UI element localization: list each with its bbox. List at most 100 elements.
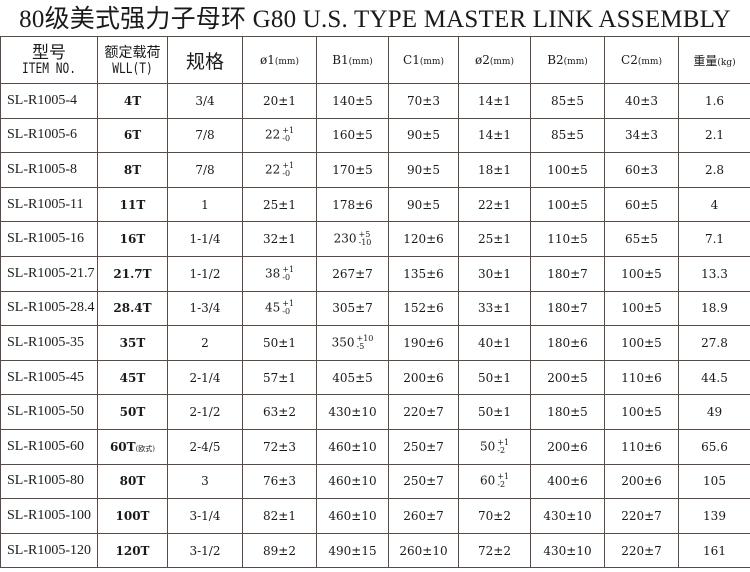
cell-d2: 60 +1 -2 — [458, 463, 531, 500]
cell-item: SL-R1005-120 — [0, 532, 98, 569]
value: 16T — [119, 232, 146, 247]
value: 28.4T — [113, 301, 152, 316]
value: 161 — [703, 543, 726, 558]
value: 72±3 — [263, 439, 296, 454]
cell-c2: 110±6 — [604, 428, 679, 465]
cell-c1: 152±6 — [388, 290, 459, 327]
header-c2-label: C2 — [621, 53, 638, 67]
value: SL-R1005-50 — [7, 404, 84, 420]
cell-d1: 63±2 — [242, 394, 317, 430]
value-base: 230 — [333, 231, 357, 246]
cell-b1: 460±10 — [316, 463, 389, 500]
cell-c1: 120±6 — [388, 221, 459, 257]
cell-kg: 18.9 — [678, 290, 750, 327]
cell-c1: 90±5 — [388, 152, 459, 188]
cell-item: SL-R1005-6 — [0, 117, 98, 154]
cell-c2: 100±5 — [604, 394, 679, 430]
cell-c2: 40±3 — [604, 83, 679, 119]
value: 100±5 — [621, 266, 662, 281]
cell-wll: 21.7T — [97, 255, 168, 292]
value: 60T — [109, 439, 136, 454]
cell-item: SL-R1005-28.4 — [0, 290, 98, 327]
value: SL-R1005-4 — [7, 92, 77, 108]
cell-c2: 60±5 — [604, 186, 679, 223]
cell-item: SL-R1005-21.7 — [0, 255, 98, 292]
cell-kg: 2.8 — [678, 152, 750, 188]
cell-d1: 50±1 — [242, 325, 317, 361]
cell-d2: 14±1 — [458, 117, 531, 154]
value: 76±3 — [263, 474, 296, 489]
value: 180±7 — [547, 301, 588, 316]
value: 1-1/4 — [189, 232, 221, 247]
cell-kg: 49 — [678, 394, 750, 430]
cell-d1: 25±1 — [242, 186, 317, 223]
cell-item: SL-R1005-8 — [0, 152, 98, 188]
cell-d2: 70±2 — [458, 498, 531, 534]
value: 460±10 — [328, 474, 377, 489]
value: 14±1 — [478, 93, 511, 108]
table-row: SL-R1005-45 45T 2-1/4 57±1 405±5 200±6 50±1 200… — [0, 359, 750, 396]
cell-c1: 250±7 — [388, 428, 459, 465]
cell-d1: 22 +1 -0 — [242, 152, 317, 188]
cell-d2: 22±1 — [458, 186, 531, 223]
cell-d1: 76±3 — [242, 463, 317, 500]
value: SL-R1005-6 — [7, 127, 77, 143]
cell-d1: 89±2 — [242, 532, 317, 569]
cell-b2: 400±6 — [530, 463, 605, 500]
cell-wll: 45T — [97, 359, 168, 396]
value: 2.1 — [704, 128, 725, 143]
value: 100±5 — [621, 335, 662, 350]
cell-d2: 50 +1 -2 — [458, 428, 531, 465]
cell-d1: 32±1 — [242, 221, 317, 257]
tolerance: +1 -0 — [282, 161, 294, 178]
value: 100T — [115, 508, 150, 523]
cell-kg: 2.1 — [678, 117, 750, 154]
cell-c2: 110±6 — [604, 359, 679, 396]
value: 70±3 — [407, 93, 440, 108]
cell-kg: 7.1 — [678, 221, 750, 257]
cell-b2: 85±5 — [530, 83, 605, 119]
cell-wll: 120T — [97, 532, 168, 569]
unit: (mm) — [637, 57, 662, 67]
value: 50±1 — [478, 405, 511, 420]
value: 3/4 — [195, 93, 215, 108]
value: 152±6 — [403, 301, 444, 316]
cell-item: SL-R1005-16 — [0, 221, 98, 257]
cell-d1: 57±1 — [242, 359, 317, 396]
cell-b2: 200±6 — [530, 428, 605, 465]
cell-b1: 460±10 — [316, 498, 389, 534]
value-base: 45 — [264, 300, 281, 315]
value: 11T — [119, 197, 146, 212]
tolerance-upper: +10 — [356, 333, 374, 343]
header-c2: C2(mm) — [604, 36, 679, 84]
value: 3 — [201, 474, 209, 489]
cell-wll: 8T — [97, 152, 168, 188]
master-link-spec-table: 型号 ITEM NO. 额定载荷 WLL(T) 规格 ø1(mm) B1(mm) C… — [0, 36, 750, 569]
value: 63±2 — [263, 405, 296, 420]
value: 25±1 — [478, 232, 511, 247]
value: 8T — [123, 162, 142, 177]
value: 60±3 — [625, 162, 658, 177]
cell-b2: 200±5 — [530, 359, 605, 396]
cell-spec: 2-1/4 — [167, 359, 243, 396]
cell-wll: 50T — [97, 394, 168, 430]
value: 1-1/2 — [189, 266, 221, 281]
cell-d2: 18±1 — [458, 152, 531, 188]
cell-kg: 27.8 — [678, 325, 750, 361]
value: 32±1 — [263, 232, 296, 247]
table-row: SL-R1005-50 50T 2-1/2 63±2 430±10 220±7 50±1 18… — [0, 394, 750, 430]
cell-kg: 65.6 — [678, 428, 750, 465]
value: 305±7 — [332, 301, 373, 316]
cell-spec: 1-1/4 — [167, 221, 243, 257]
value: 200±6 — [547, 439, 588, 454]
value: 33±1 — [478, 301, 511, 316]
value: SL-R1005-21.7 — [7, 265, 95, 281]
cell-spec: 2-1/2 — [167, 394, 243, 430]
unit: (mm) — [563, 57, 588, 67]
table-row: SL-R1005-4 4T 3/4 20±1 140±5 70±3 14±1 85±5 40±3… — [0, 83, 750, 119]
cell-c2: 200±6 — [604, 463, 679, 500]
header-wll: 额定载荷 WLL(T) — [97, 36, 168, 84]
table-row: SL-R1005-16 16T 1-1/4 32±1 230 +5 -10 120±6 25±1… — [0, 221, 750, 257]
cell-d2: 72±2 — [458, 532, 531, 569]
table-row: SL-R1005-21.7 21.7T 1-1/2 38 +1 -0 267±7 135±6 3… — [0, 255, 750, 292]
